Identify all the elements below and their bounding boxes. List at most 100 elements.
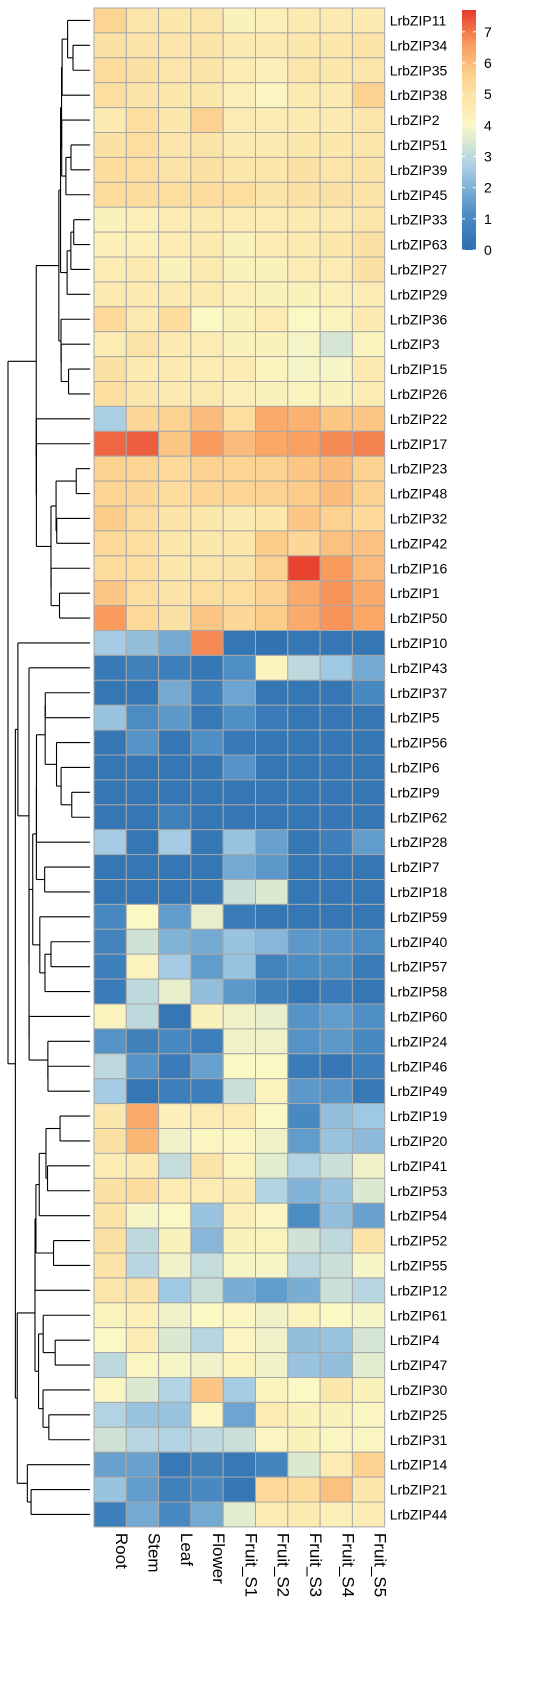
heatmap-cell: [351, 1352, 386, 1378]
heatmap-cell: [319, 480, 353, 507]
heatmap-cell: [255, 132, 289, 158]
heatmap-cell: [222, 32, 256, 59]
row-label: LrbZIP7: [390, 859, 440, 875]
heatmap-cell: [255, 1277, 289, 1304]
heatmap-cell: [287, 928, 321, 955]
heatmap-cell: [319, 854, 353, 880]
heatmap-cell: [287, 804, 321, 831]
heatmap-cell: [125, 928, 160, 955]
heatmap-cell: [125, 1327, 160, 1354]
heatmap-cell: [93, 754, 127, 781]
heatmap-cell: [222, 57, 256, 84]
heatmap-cell: [158, 1128, 192, 1154]
heatmap-cell: [125, 331, 160, 358]
row-label: LrbZIP62: [390, 809, 448, 825]
heatmap-cell: [351, 7, 386, 34]
heatmap-cell: [222, 281, 256, 308]
heatmap-cell: [319, 1078, 353, 1105]
heatmap-cell: [287, 381, 321, 407]
heatmap-cell: [158, 779, 192, 806]
heatmap-cell: [158, 1252, 192, 1279]
heatmap-cell: [255, 231, 289, 258]
heatmap-cell: [190, 978, 224, 1005]
heatmap-cell: [222, 879, 256, 905]
heatmap-cell: [222, 1302, 256, 1329]
heatmap-cell: [125, 754, 160, 781]
heatmap-cell: [93, 381, 127, 407]
heatmap-cell: [287, 779, 321, 806]
row-label: LrbZIP56: [390, 735, 448, 751]
heatmap-cell: [319, 181, 353, 208]
column-label: Fruit_S4: [338, 1533, 357, 1597]
heatmap-cell: [125, 82, 160, 109]
heatmap-cell: [351, 181, 386, 208]
column-label: Stem: [144, 1533, 163, 1573]
heatmap-cell: [351, 480, 386, 507]
heatmap-cell: [93, 1426, 127, 1453]
heatmap-cell: [287, 1501, 321, 1528]
heatmap-cell: [255, 505, 289, 532]
heatmap-cell: [287, 1451, 321, 1478]
heatmap-cell: [190, 32, 224, 59]
heatmap-cell: [255, 430, 289, 457]
heatmap-cell: [351, 1302, 386, 1329]
heatmap-cell: [351, 679, 386, 706]
legend-tick-label: 6: [484, 55, 492, 71]
heatmap-cell: [319, 804, 353, 831]
heatmap-cell: [255, 879, 289, 905]
heatmap-cell: [222, 1053, 256, 1080]
heatmap-cell: [190, 156, 224, 183]
row-label: LrbZIP50: [390, 610, 448, 626]
heatmap-cell: [93, 854, 127, 880]
heatmap-cell: [222, 854, 256, 880]
row-label: LrbZIP46: [390, 1058, 448, 1074]
heatmap-cell: [222, 231, 256, 258]
heatmap-cell: [222, 82, 256, 109]
row-label: LrbZIP55: [390, 1257, 448, 1273]
heatmap-cell: [351, 505, 386, 532]
heatmap-cell: [255, 1426, 289, 1453]
row-label: LrbZIP3: [390, 336, 440, 352]
heatmap-cell: [319, 1177, 353, 1204]
row-label: LrbZIP37: [390, 685, 448, 701]
heatmap-cell: [255, 729, 289, 756]
heatmap-cell: [287, 605, 321, 631]
heatmap-cell: [190, 1302, 224, 1329]
heatmap-cell: [158, 1401, 192, 1428]
heatmap-cell: [93, 306, 127, 333]
heatmap-cell: [222, 1501, 256, 1528]
heatmap-cell: [190, 630, 224, 656]
row-label: LrbZIP60: [390, 1008, 448, 1024]
heatmap-cell: [222, 555, 256, 582]
heatmap-cell: [93, 7, 127, 34]
heatmap-cell: [158, 256, 192, 283]
heatmap-cell: [222, 704, 256, 731]
color-legend: 0 1 2 3 4 5 6 7: [462, 10, 492, 258]
heatmap-cell: [125, 1152, 160, 1179]
heatmap-cell: [351, 32, 386, 59]
row-label: LrbZIP45: [390, 187, 448, 203]
heatmap-cell: [351, 829, 386, 856]
column-label: Fruit_S1: [241, 1533, 260, 1597]
heatmap-cell: [287, 405, 321, 432]
heatmap-cell: [190, 1377, 224, 1403]
row-dendrogram: [7, 19, 90, 1515]
heatmap-cell: [190, 505, 224, 532]
heatmap-cell: [351, 1003, 386, 1030]
row-label: LrbZIP47: [390, 1357, 448, 1373]
heatmap-cell: [93, 1277, 127, 1304]
heatmap-cell: [351, 1451, 386, 1478]
heatmap-cell: [351, 754, 386, 781]
heatmap-cell: [190, 430, 224, 457]
row-label: LrbZIP54: [390, 1208, 448, 1224]
heatmap-cell: [351, 156, 386, 183]
heatmap-cell: [158, 381, 192, 407]
heatmap-cell: [255, 978, 289, 1005]
heatmap-cell: [93, 530, 127, 557]
column-label: Fruit_S2: [274, 1533, 293, 1597]
heatmap-cell: [222, 953, 256, 980]
heatmap-cell: [222, 206, 256, 233]
heatmap-cell: [319, 32, 353, 59]
heatmap-cell: [351, 231, 386, 258]
row-label: LrbZIP61: [390, 1307, 448, 1323]
